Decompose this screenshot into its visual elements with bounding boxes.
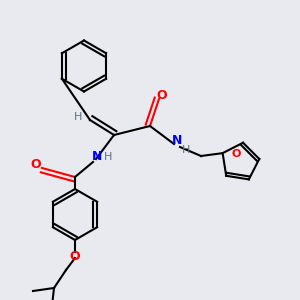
Text: O: O (70, 250, 80, 263)
Text: H: H (104, 152, 112, 163)
Text: O: O (157, 89, 167, 103)
Text: H: H (74, 112, 82, 122)
Text: O: O (31, 158, 41, 172)
Text: H: H (182, 145, 190, 155)
Text: O: O (231, 149, 241, 159)
Text: N: N (92, 149, 103, 163)
Text: N: N (172, 134, 182, 148)
